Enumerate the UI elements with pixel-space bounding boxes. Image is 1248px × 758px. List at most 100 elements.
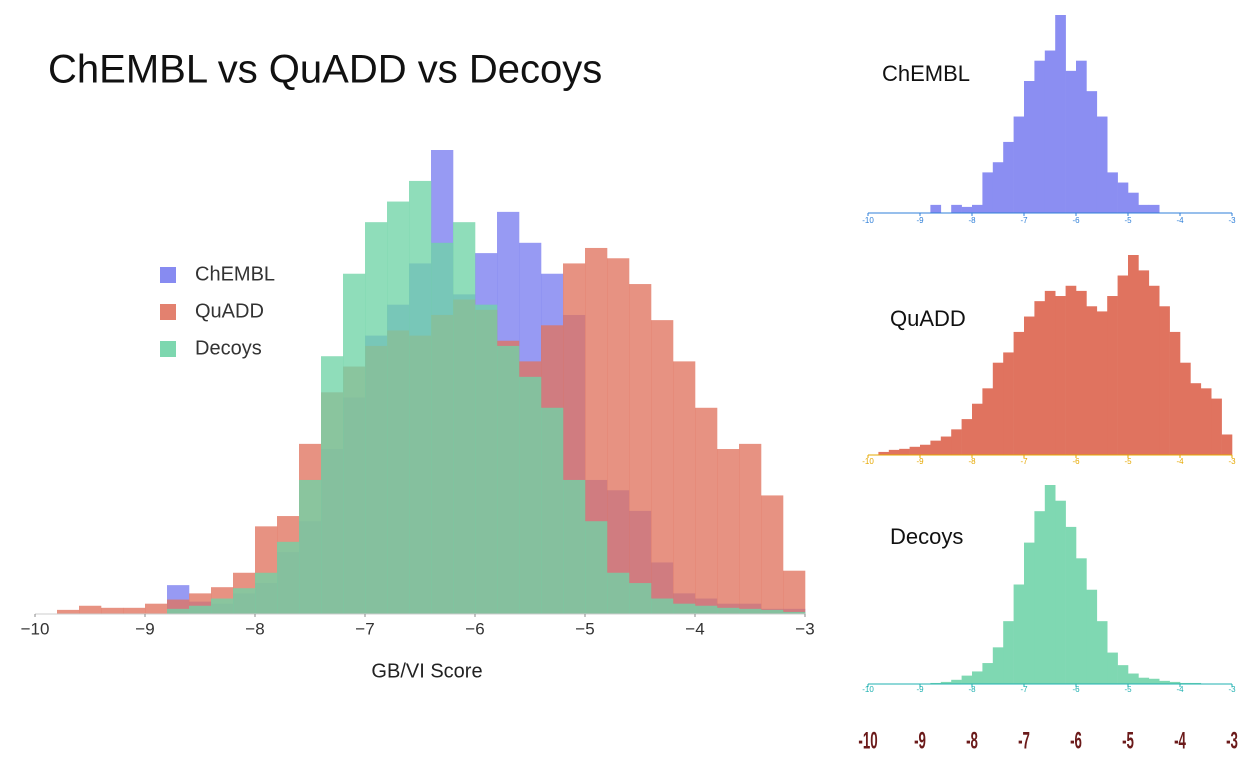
histogram-bar	[1190, 682, 1202, 684]
histogram-bar	[453, 222, 476, 614]
legend-swatch	[160, 267, 176, 283]
histogram-bar	[1107, 652, 1118, 684]
histogram-bar	[541, 407, 564, 614]
histogram-bar	[899, 448, 910, 455]
histogram-bar	[761, 609, 784, 614]
histogram-bar	[1128, 255, 1139, 455]
histogram-bar	[1065, 526, 1077, 684]
x-tick-label: -5	[1124, 457, 1132, 466]
histogram-bar	[961, 419, 973, 455]
histogram-bar	[387, 201, 410, 615]
x-tick-label: -8	[968, 685, 976, 694]
histogram-bar	[1076, 60, 1087, 213]
histogram-bar	[961, 206, 973, 213]
histogram-bar	[1034, 60, 1046, 213]
histogram-bar	[739, 443, 762, 614]
histogram-bar	[1024, 316, 1035, 455]
x-tick-label: -10	[862, 457, 874, 466]
histogram-bar	[145, 603, 168, 614]
panel-title: QuADD	[890, 306, 966, 331]
x-tick-label: -4	[1176, 457, 1184, 466]
histogram-bar	[761, 495, 784, 614]
histogram-bar	[1013, 116, 1025, 213]
histogram-bar	[57, 609, 80, 614]
histogram-bar	[409, 180, 432, 614]
histogram-bar	[940, 436, 952, 455]
x-tick-label: -9	[916, 457, 924, 466]
histogram-bar	[629, 284, 652, 614]
histogram-bar	[878, 451, 890, 455]
histogram-bar	[951, 429, 962, 455]
x-tick-label: -4	[1176, 216, 1184, 225]
scale-label: -8	[966, 729, 978, 755]
x-tick-label: -10	[862, 685, 874, 694]
histogram-bar	[1003, 141, 1014, 213]
histogram-bar	[940, 681, 952, 684]
histogram-bar	[365, 222, 388, 614]
x-tick-label: -6	[1072, 216, 1080, 225]
histogram-bar	[1107, 296, 1118, 455]
x-tick-label: -7	[1020, 216, 1028, 225]
histogram-bar	[277, 541, 300, 614]
x-tick-label: -6	[1072, 685, 1080, 694]
histogram-bar	[673, 603, 696, 614]
histogram-bar	[607, 258, 630, 614]
histogram-bar	[1076, 558, 1087, 684]
histogram-bar	[1128, 192, 1139, 213]
histogram-bar	[1211, 398, 1222, 455]
histogram-bar	[982, 663, 994, 684]
histogram-bar	[1190, 383, 1202, 455]
histogram-bar	[972, 671, 983, 684]
histogram-bar	[1096, 621, 1108, 684]
histogram-bar	[1034, 511, 1046, 684]
histogram-bar	[783, 611, 806, 614]
histogram-bar	[233, 588, 256, 614]
histogram-bar	[1096, 116, 1108, 213]
histogram-bar	[888, 449, 900, 455]
x-tick-label: -4	[1176, 685, 1184, 694]
x-tick-label: -9	[916, 685, 924, 694]
histogram-bar	[1159, 680, 1170, 684]
histogram-bar	[651, 320, 674, 614]
histogram-bar	[717, 607, 740, 614]
histogram-bar	[497, 345, 520, 614]
scale-label: -6	[1070, 729, 1082, 755]
histogram-bar	[1200, 388, 1212, 455]
histogram-bar	[1117, 275, 1129, 455]
histogram-bar	[343, 273, 366, 614]
x-tick-label: -10	[862, 216, 874, 225]
histogram-bar	[1044, 485, 1056, 684]
histogram-bar	[1024, 542, 1035, 684]
histogram-bar	[783, 570, 806, 614]
histogram-bar	[961, 675, 973, 684]
x-tick-label: -5	[1124, 685, 1132, 694]
histogram-bar	[1138, 270, 1150, 455]
x-tick-label: -7	[1020, 685, 1028, 694]
legend-swatch	[160, 341, 176, 357]
scale-label: -5	[1122, 729, 1134, 755]
scale-label: -4	[1174, 729, 1186, 755]
histogram-bar	[1013, 584, 1025, 684]
histogram-bar	[1138, 677, 1150, 684]
x-tick-label: -6	[1072, 457, 1080, 466]
histogram-bar	[1148, 285, 1160, 455]
x-tick-label: -3	[1228, 685, 1236, 694]
histogram-bar	[1107, 172, 1118, 213]
x-tick-label: −4	[685, 619, 704, 638]
histogram-bar	[972, 204, 983, 213]
histogram-bar	[1024, 81, 1035, 213]
histogram-bar	[909, 446, 921, 455]
x-tick-label: −10	[21, 619, 50, 638]
histogram-bar	[992, 162, 1004, 213]
histogram-bar	[695, 407, 718, 614]
histogram-bar	[79, 605, 102, 614]
histogram-bar	[1180, 362, 1191, 455]
histogram-bar	[211, 598, 234, 614]
x-tick-label: -5	[1124, 216, 1132, 225]
histogram-bar	[1044, 50, 1056, 214]
histogram-bar	[1169, 331, 1181, 455]
histogram-bar	[717, 449, 740, 614]
scale-label: -9	[914, 729, 926, 755]
histogram-bar	[1086, 91, 1098, 213]
histogram-bar	[1065, 285, 1077, 455]
